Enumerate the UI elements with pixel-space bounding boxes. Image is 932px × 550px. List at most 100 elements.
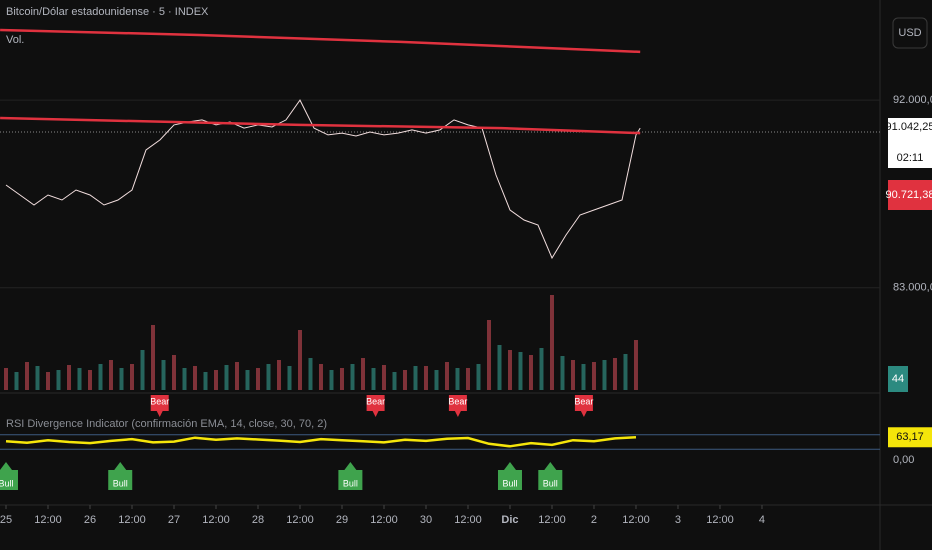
x-tick-label: 25 (0, 514, 12, 526)
volume-bar (413, 366, 418, 390)
rsi-tick-label: 0,00 (893, 454, 914, 466)
bull-signal (108, 462, 133, 490)
x-tick-label: 12:00 (622, 514, 650, 526)
volume-bar (623, 354, 628, 390)
currency-button[interactable] (892, 17, 928, 49)
volume-bar (329, 370, 334, 390)
rsi-tag-text: 63,17 (896, 431, 924, 443)
volume-bar (633, 340, 638, 390)
volume-bar (266, 364, 271, 390)
ma-tag-text: 90.721,38 (886, 189, 932, 201)
volume-bar (129, 364, 134, 390)
x-tick-label: 12:00 (454, 514, 482, 526)
volume-bar (476, 364, 481, 390)
price-scale (880, 0, 932, 550)
price-tag-text: 91.042,25 (886, 121, 932, 133)
volume-tag (888, 366, 908, 392)
volume-bar (612, 358, 617, 390)
series-line (0, 116, 641, 135)
volume-bar (192, 366, 197, 390)
volume-bar (539, 348, 544, 390)
countdown: 02:11 (897, 152, 924, 164)
x-tick-label: 12:00 (202, 514, 230, 526)
volume-bar (3, 368, 8, 390)
bear-label: Bear (150, 396, 169, 406)
bear-signal (150, 395, 169, 417)
volume-bar (560, 356, 565, 390)
volume-bar (45, 372, 50, 390)
volume-bar (203, 372, 208, 390)
volume-bar (119, 368, 124, 390)
volume-bar (24, 362, 29, 390)
x-tick-label: 30 (420, 514, 432, 526)
volume-bar (581, 364, 586, 390)
volume-bar (360, 358, 365, 390)
volume-bar (297, 330, 302, 390)
x-tick-label: 12:00 (370, 514, 398, 526)
x-tick-label: 4 (759, 514, 765, 526)
currency-label[interactable]: USD (898, 27, 921, 39)
bear-label: Bear (448, 396, 467, 406)
volume-bar (350, 364, 355, 390)
volume-bar (140, 350, 145, 390)
x-tick-label: 27 (168, 514, 180, 526)
x-tick-label: 26 (84, 514, 96, 526)
volume-bar (444, 362, 449, 390)
y-tick-label: 92.000,00 (893, 94, 932, 106)
bull-label: Bull (502, 478, 517, 488)
symbol-title: Bitcoin/Dólar estadounidense · 5 · INDEX (6, 6, 209, 18)
volume-bar (108, 360, 113, 390)
volume-bar (602, 360, 607, 390)
volume-bar (371, 368, 376, 390)
x-tick-label: 12:00 (118, 514, 146, 526)
x-tick-label: 3 (675, 514, 681, 526)
volume-bar (402, 370, 407, 390)
volume-bar (392, 372, 397, 390)
series-line (5, 99, 641, 260)
volume-bar (308, 358, 313, 390)
volume-bar (35, 366, 40, 390)
volume-bar (276, 360, 281, 390)
volume-bar (150, 325, 155, 390)
volume-bar (518, 352, 523, 390)
volume-bar (570, 360, 575, 390)
volume-bar (171, 355, 176, 390)
volume-bar (213, 370, 218, 390)
bear-signal (574, 395, 593, 417)
volume-bar (224, 365, 229, 390)
volume-bar (77, 368, 82, 390)
bull-signal (0, 462, 18, 490)
volume-bar (497, 345, 502, 390)
volume-bar (434, 370, 439, 390)
volume-bar (161, 360, 166, 390)
volume-bar (549, 295, 554, 390)
x-tick-label: Dic (501, 514, 518, 526)
volume-bar (507, 350, 512, 390)
volume-bar (423, 366, 428, 390)
volume-bar (234, 362, 239, 390)
volume-tag-text: 44 (892, 373, 904, 385)
rsi-tag (888, 427, 932, 448)
volume-bar (66, 365, 71, 390)
volume-title: Vol. (6, 34, 24, 46)
x-tick-label: 12:00 (538, 514, 566, 526)
series-line (0, 28, 641, 54)
bull-label: Bull (113, 478, 128, 488)
bear-label: Bear (574, 396, 593, 406)
x-tick-label: 2 (591, 514, 597, 526)
volume-bar (591, 362, 596, 390)
bear-label: Bear (366, 396, 385, 406)
bull-signal (497, 462, 522, 490)
bull-signal (338, 462, 363, 490)
price-tag (888, 118, 932, 168)
y-tick-label: 83.000,00 (893, 282, 932, 294)
x-tick-label: 28 (252, 514, 264, 526)
x-tick-label: 29 (336, 514, 348, 526)
volume-bar (182, 368, 187, 390)
volume-bar (245, 370, 250, 390)
volume-bar (87, 370, 92, 390)
x-tick-label: 12:00 (706, 514, 734, 526)
volume-bar (318, 364, 323, 390)
x-tick-label: 12:00 (286, 514, 314, 526)
